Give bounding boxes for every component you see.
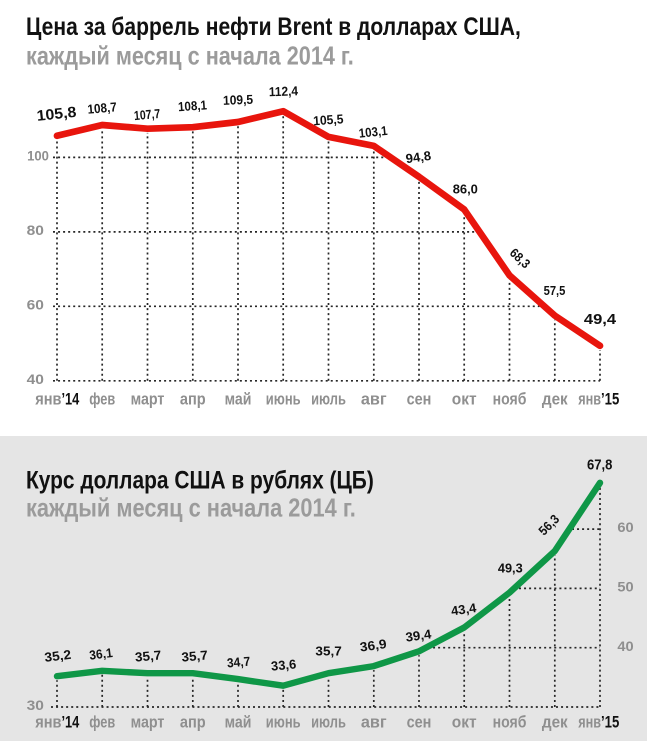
svg-text:35,7: 35,7	[134, 647, 162, 664]
svg-text:33,6: 33,6	[270, 656, 297, 673]
svg-text:окт: окт	[452, 713, 477, 732]
svg-text:Курс доллара США в рублях (ЦБ): Курс доллара США в рублях (ЦБ)	[26, 467, 374, 495]
svg-text:80: 80	[27, 223, 44, 238]
svg-text:янв: янв	[577, 713, 601, 732]
svg-text:108,1: 108,1	[178, 97, 208, 114]
svg-text:апр: апр	[180, 390, 206, 409]
svg-text:100: 100	[27, 149, 49, 164]
svg-text:105,8: 105,8	[36, 104, 77, 125]
svg-text:49,4: 49,4	[584, 311, 617, 328]
svg-text:86,0: 86,0	[453, 182, 478, 197]
svg-text:июнь: июнь	[266, 390, 301, 409]
svg-text:36,9: 36,9	[359, 636, 388, 655]
svg-text:109,5: 109,5	[223, 92, 254, 108]
svg-text:март: март	[131, 390, 165, 409]
svg-text:фев: фев	[89, 390, 115, 409]
svg-text:67,8: 67,8	[587, 456, 612, 473]
svg-text:43,4: 43,4	[450, 600, 478, 618]
svg-text:108,7: 108,7	[87, 99, 117, 116]
svg-text:60: 60	[27, 297, 44, 312]
svg-text:май: май	[225, 390, 252, 409]
svg-text:дек: дек	[542, 713, 568, 732]
svg-text:’14: ’14	[62, 390, 80, 409]
svg-text:39,4: 39,4	[405, 626, 433, 645]
svg-text:нояб: нояб	[493, 713, 527, 732]
svg-text:апр: апр	[180, 713, 206, 732]
svg-text:40: 40	[617, 639, 633, 654]
svg-text:35,2: 35,2	[44, 647, 72, 665]
svg-text:нояб: нояб	[493, 390, 527, 409]
svg-text:34,7: 34,7	[226, 654, 251, 671]
svg-text:янв: янв	[34, 713, 61, 732]
svg-text:авг: авг	[361, 713, 387, 732]
svg-text:’15: ’15	[601, 390, 619, 409]
svg-text:112,4: 112,4	[269, 83, 299, 99]
svg-text:июль: июль	[311, 713, 346, 732]
svg-text:янв: янв	[34, 390, 61, 409]
svg-text:сен: сен	[407, 713, 432, 732]
svg-text:35,7: 35,7	[181, 647, 209, 664]
svg-text:окт: окт	[452, 390, 477, 409]
svg-text:сен: сен	[407, 390, 432, 409]
svg-text:’15: ’15	[601, 713, 619, 732]
svg-text:105,5: 105,5	[313, 111, 344, 128]
svg-text:июнь: июнь	[266, 713, 301, 732]
svg-text:36,1: 36,1	[88, 645, 113, 663]
svg-text:40: 40	[27, 372, 44, 387]
svg-text:март: март	[131, 713, 165, 732]
svg-text:авг: авг	[361, 390, 387, 409]
svg-text:30: 30	[27, 698, 44, 713]
svg-text:фев: фев	[89, 713, 115, 732]
svg-text:июль: июль	[311, 390, 346, 409]
svg-text:янв: янв	[577, 390, 601, 409]
svg-text:107,7: 107,7	[133, 106, 161, 123]
svg-text:’14: ’14	[62, 713, 80, 732]
svg-text:94,8: 94,8	[405, 148, 432, 166]
svg-text:103,1: 103,1	[358, 123, 388, 141]
svg-text:каждый месяц с начала 2014 г.: каждый месяц с начала 2014 г.	[26, 41, 354, 71]
svg-text:Цена за баррель нефти Brent в: Цена за баррель нефти Brent в долларах С…	[26, 13, 521, 41]
svg-text:60: 60	[617, 520, 633, 535]
svg-text:35,7: 35,7	[315, 644, 341, 659]
svg-text:каждый месяц с начала 2014 г.: каждый месяц с начала 2014 г.	[26, 493, 356, 523]
svg-text:50: 50	[617, 580, 633, 595]
svg-text:57,5: 57,5	[544, 283, 566, 298]
svg-text:дек: дек	[542, 390, 568, 409]
svg-text:май: май	[225, 713, 252, 732]
svg-text:49,3: 49,3	[498, 560, 523, 575]
